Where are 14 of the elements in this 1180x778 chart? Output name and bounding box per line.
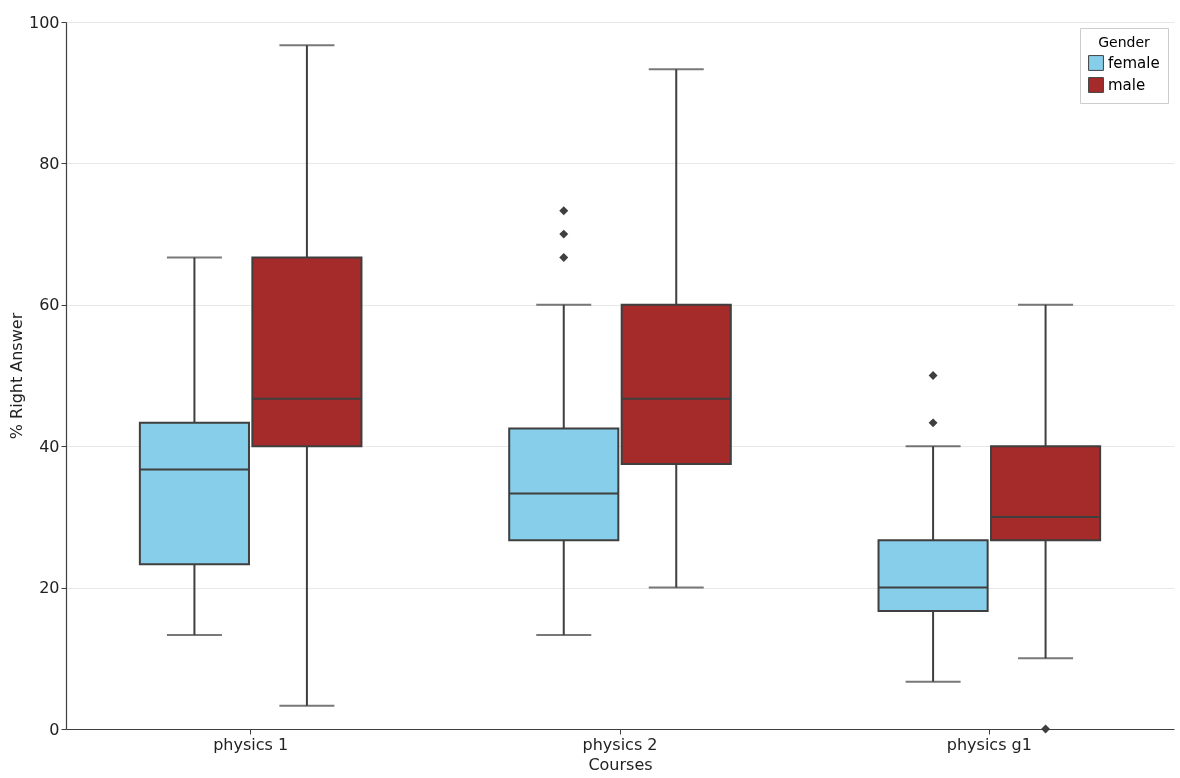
x-tick-label: physics 1 bbox=[213, 734, 289, 754]
y-tick-label: 0 bbox=[49, 719, 60, 739]
legend-title: Gender bbox=[1098, 34, 1151, 50]
x-axis-title: Courses bbox=[588, 754, 653, 774]
y-tick-label: 60 bbox=[39, 295, 60, 315]
y-tick-label: 20 bbox=[39, 578, 60, 598]
legend-label: male bbox=[1108, 76, 1146, 94]
x-tick-label: physics g1 bbox=[946, 734, 1032, 754]
x-tick-label: physics 2 bbox=[582, 734, 658, 754]
y-tick-label: 80 bbox=[39, 153, 60, 173]
legend-label: female bbox=[1108, 54, 1160, 72]
y-tick-label: 100 bbox=[28, 12, 60, 32]
y-axis-title: % Right Answer bbox=[6, 312, 26, 440]
y-tick-label: 40 bbox=[39, 436, 60, 456]
